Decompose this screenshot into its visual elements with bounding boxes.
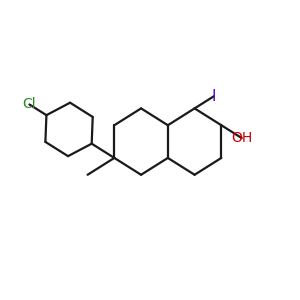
Text: OH: OH	[231, 131, 252, 145]
Text: Cl: Cl	[22, 98, 36, 112]
Text: I: I	[212, 89, 216, 104]
